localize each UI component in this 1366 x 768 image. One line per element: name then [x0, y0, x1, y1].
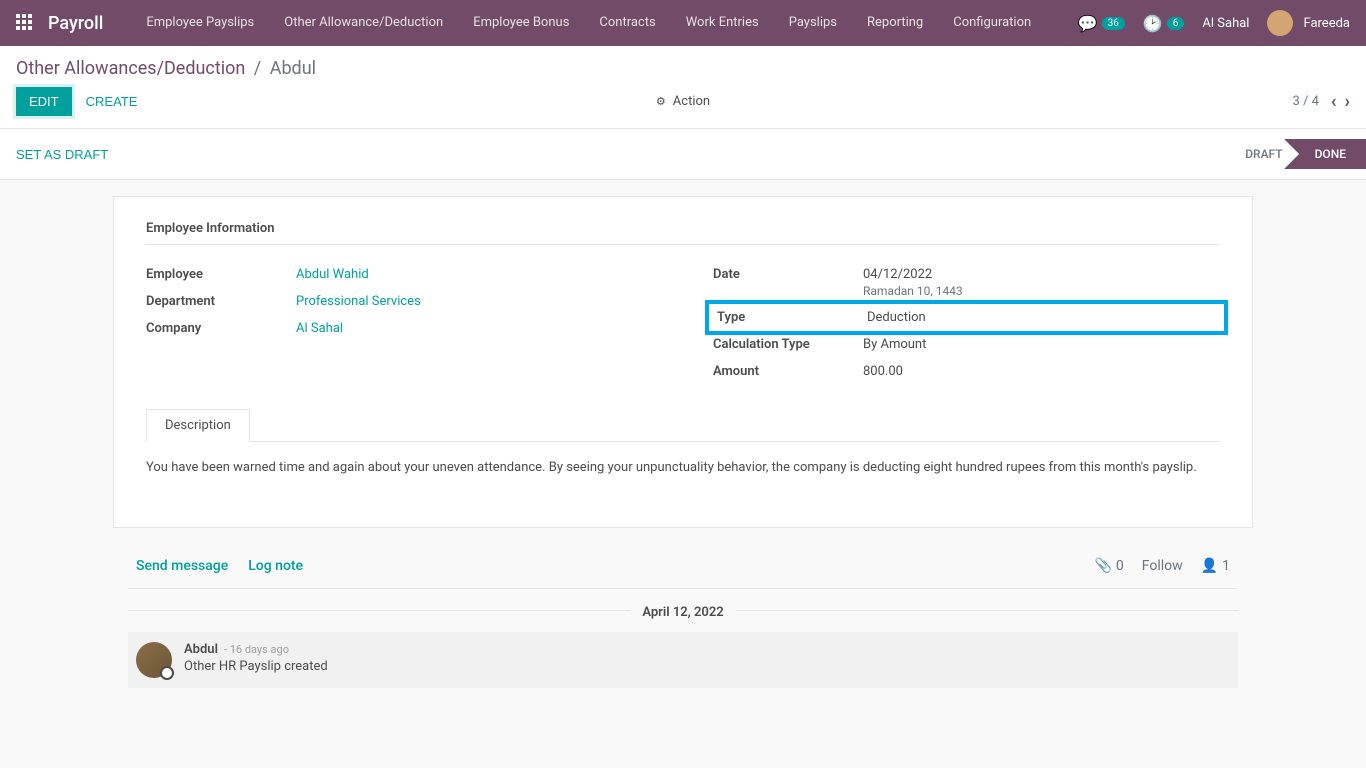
- create-button[interactable]: CREATE: [82, 88, 142, 115]
- attachments-button[interactable]: 📎 0: [1094, 558, 1123, 574]
- nav-work-entries[interactable]: Work Entries: [671, 0, 774, 46]
- chatter: Send message Log note 📎 0 Follow 👤 1 Apr…: [128, 544, 1238, 688]
- description-content: You have been warned time and again abou…: [146, 442, 1220, 495]
- pager-text[interactable]: 3 / 4: [1292, 94, 1318, 109]
- amount-label: Amount: [713, 364, 863, 379]
- follower-count: 1: [1222, 558, 1230, 574]
- employee-label: Employee: [146, 267, 296, 282]
- date-label: Date: [713, 267, 863, 298]
- activities-icon[interactable]: 🕑 6: [1143, 14, 1185, 33]
- topnav-right: 💬 36 🕑 6 Al Sahal Fareeda: [1078, 10, 1350, 36]
- form-right-col: Date 04/12/2022 Ramadan 10, 1443 Type De…: [713, 261, 1220, 385]
- message-time: - 16 days ago: [224, 643, 289, 656]
- nav-other-allowance[interactable]: Other Allowance/Deduction: [269, 0, 458, 46]
- message-author[interactable]: Abdul: [184, 642, 218, 657]
- nav-menu: Employee Payslips Other Allowance/Deduct…: [131, 0, 1046, 46]
- apps-icon[interactable]: [16, 14, 34, 32]
- breadcrumb-parent[interactable]: Other Allowances/Deduction: [16, 58, 245, 79]
- department-value[interactable]: Professional Services: [296, 294, 421, 309]
- nav-employee-payslips[interactable]: Employee Payslips: [131, 0, 269, 46]
- log-note-button[interactable]: Log note: [248, 558, 303, 574]
- user-menu[interactable]: Fareeda: [1267, 10, 1350, 36]
- activity-badge: 6: [1167, 17, 1185, 30]
- calc-type-label: Calculation Type: [713, 337, 863, 352]
- action-label: Action: [673, 94, 710, 109]
- control-panel: Other Allowances/Deduction / Abdul EDIT …: [0, 46, 1366, 129]
- breadcrumb-sep: /: [254, 58, 261, 79]
- pager: 3 / 4 ‹ ›: [1292, 91, 1350, 112]
- send-message-button[interactable]: Send message: [136, 558, 228, 574]
- employee-value[interactable]: Abdul Wahid: [296, 267, 369, 282]
- person-icon: 👤: [1201, 558, 1218, 574]
- messaging-icon[interactable]: 💬 36: [1078, 14, 1125, 33]
- nav-employee-bonus[interactable]: Employee Bonus: [458, 0, 584, 46]
- breadcrumb-current: Abdul: [270, 58, 316, 79]
- message-item: Abdul - 16 days ago Other HR Payslip cre…: [128, 632, 1238, 688]
- amount-value: 800.00: [863, 364, 1220, 379]
- gear-icon: [656, 94, 669, 109]
- type-label: Type: [717, 310, 867, 325]
- sheet-wrap: Employee Information Employee Abdul Wahi…: [0, 180, 1366, 544]
- set-as-draft-button[interactable]: SET AS DRAFT: [16, 147, 108, 162]
- tab-description[interactable]: Description: [146, 409, 250, 442]
- user-avatar: [1267, 10, 1293, 36]
- tabs: Description You have been warned time an…: [146, 409, 1220, 495]
- date-value: 04/12/2022: [863, 267, 1220, 282]
- type-value: Deduction: [867, 310, 1216, 325]
- pager-next-icon[interactable]: ›: [1345, 91, 1350, 112]
- nav-reporting[interactable]: Reporting: [852, 0, 938, 46]
- form-sheet: Employee Information Employee Abdul Wahi…: [113, 196, 1253, 528]
- type-highlight: Type Deduction: [705, 300, 1228, 335]
- status-stages: DRAFT DONE: [1229, 139, 1366, 169]
- form-left-col: Employee Abdul Wahid Department Professi…: [146, 261, 653, 385]
- nav-payslips[interactable]: Payslips: [774, 0, 852, 46]
- paperclip-icon: 📎: [1094, 558, 1111, 574]
- nav-contracts[interactable]: Contracts: [584, 0, 670, 46]
- clock-icon: 🕑: [1143, 14, 1163, 33]
- section-title: Employee Information: [146, 221, 1220, 245]
- attach-count: 0: [1116, 558, 1124, 574]
- message-avatar[interactable]: [136, 642, 172, 678]
- followers-button[interactable]: 👤 1: [1201, 558, 1230, 574]
- user-name: Fareeda: [1303, 16, 1350, 31]
- company-switcher[interactable]: Al Sahal: [1202, 16, 1249, 31]
- follow-button[interactable]: Follow: [1142, 558, 1183, 574]
- company-value[interactable]: Al Sahal: [296, 321, 343, 336]
- calc-type-value: By Amount: [863, 337, 1220, 352]
- edit-button[interactable]: EDIT: [16, 87, 72, 116]
- date-hijri: Ramadan 10, 1443: [863, 284, 1220, 298]
- status-bar: SET AS DRAFT DRAFT DONE: [0, 129, 1366, 180]
- pager-prev-icon[interactable]: ‹: [1331, 91, 1337, 112]
- department-label: Department: [146, 294, 296, 309]
- stage-done[interactable]: DONE: [1299, 139, 1366, 169]
- top-nav: Payroll Employee Payslips Other Allowanc…: [0, 0, 1366, 46]
- app-brand[interactable]: Payroll: [48, 13, 103, 34]
- action-dropdown[interactable]: Action: [656, 94, 710, 109]
- chatter-actions: Send message Log note 📎 0 Follow 👤 1: [128, 544, 1238, 589]
- chat-badge: 36: [1102, 17, 1125, 30]
- nav-configuration[interactable]: Configuration: [938, 0, 1046, 46]
- message-text: Other HR Payslip created: [184, 659, 1230, 674]
- breadcrumb: Other Allowances/Deduction / Abdul: [0, 46, 1366, 87]
- chat-icon: 💬: [1078, 14, 1098, 33]
- message-date-separator: April 12, 2022: [128, 589, 1238, 632]
- company-label: Company: [146, 321, 296, 336]
